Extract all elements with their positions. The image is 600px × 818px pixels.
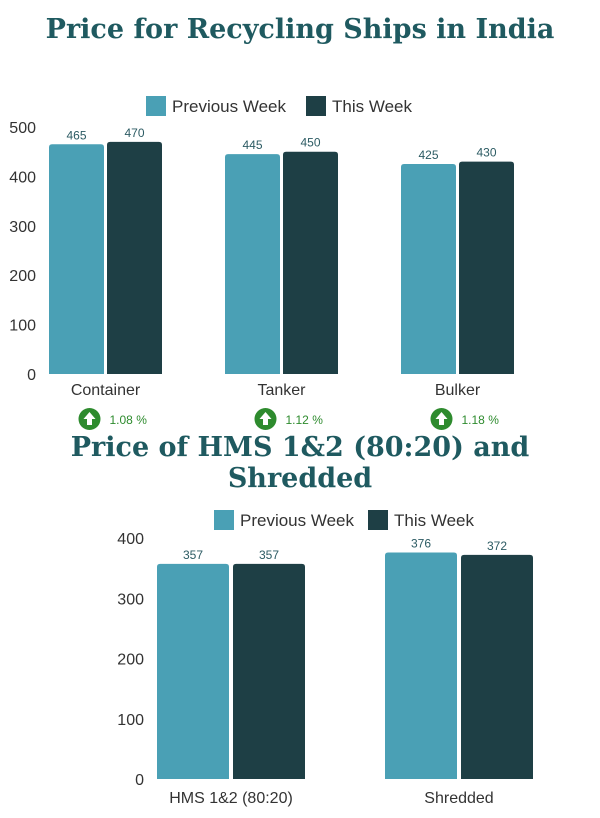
chart-title-hms: Price of HMS 1&2 (80:20) and Shredded — [70, 432, 530, 494]
bar-bulker-this-week — [459, 161, 514, 374]
y-tick-label: 400 — [9, 169, 36, 186]
legend-label-this-week: This Week — [394, 511, 474, 530]
legend-label-this-week: This Week — [332, 97, 412, 116]
arrow-up-glyph — [435, 412, 448, 425]
bar-shredded-this-week — [461, 554, 533, 779]
legend-label-previous: Previous Week — [172, 97, 287, 116]
y-tick-label: 200 — [117, 652, 144, 669]
data-label: 430 — [476, 146, 496, 160]
bar-shredded-previous — [385, 552, 457, 779]
y-tick-label: 300 — [9, 219, 36, 236]
y-tick-label: 100 — [117, 712, 144, 729]
bar-tanker-this-week — [283, 151, 338, 374]
percent-change-label: 1.08 % — [110, 413, 148, 427]
recycling-price-chart: 0 100 200 300 400 500 Previous Week This Week 46… — [9, 96, 514, 430]
y-tick-label: 0 — [135, 772, 144, 789]
x-category-label: Tanker — [257, 382, 306, 399]
data-label: 425 — [418, 148, 438, 162]
legend-label-previous: Previous Week — [240, 511, 355, 530]
y-tick-label: 0 — [27, 367, 36, 384]
y-tick-label: 200 — [9, 268, 36, 285]
data-label: 465 — [66, 128, 86, 142]
x-category-label: HMS 1&2 (80:20) — [169, 790, 293, 807]
data-label: 372 — [487, 539, 507, 553]
bar-tanker-previous — [225, 154, 280, 374]
legend-swatch-this-week — [306, 96, 326, 116]
bar-container-previous — [49, 144, 104, 374]
chart-title-recycling: Price for Recycling Ships in India — [45, 14, 555, 45]
bar-hms-1-2-80-20--previous — [157, 563, 229, 779]
bar-container-this-week — [107, 141, 162, 374]
x-category-label: Container — [71, 382, 141, 399]
y-tick-label: 400 — [117, 531, 144, 548]
bar-hms-1-2-80-20--this-week — [233, 563, 305, 779]
arrow-up-glyph — [259, 412, 272, 425]
percent-change-label: 1.12 % — [286, 413, 324, 427]
data-label: 376 — [411, 536, 431, 550]
data-label: 450 — [300, 136, 320, 150]
y-tick-label: 500 — [9, 120, 36, 137]
data-label: 357 — [259, 548, 279, 562]
legend-swatch-previous — [214, 510, 234, 530]
y-tick-label: 300 — [117, 591, 144, 608]
y-tick-label: 100 — [9, 318, 36, 335]
legend-swatch-previous — [146, 96, 166, 116]
data-label: 470 — [124, 126, 144, 140]
x-category-label: Bulker — [435, 382, 481, 399]
percent-change-label: 1.18 % — [462, 413, 500, 427]
arrow-up-glyph — [83, 412, 96, 425]
data-label: 445 — [242, 138, 262, 152]
bar-bulker-previous — [401, 164, 456, 374]
legend-swatch-this-week — [368, 510, 388, 530]
data-label: 357 — [183, 548, 203, 562]
x-category-label: Shredded — [424, 790, 493, 807]
